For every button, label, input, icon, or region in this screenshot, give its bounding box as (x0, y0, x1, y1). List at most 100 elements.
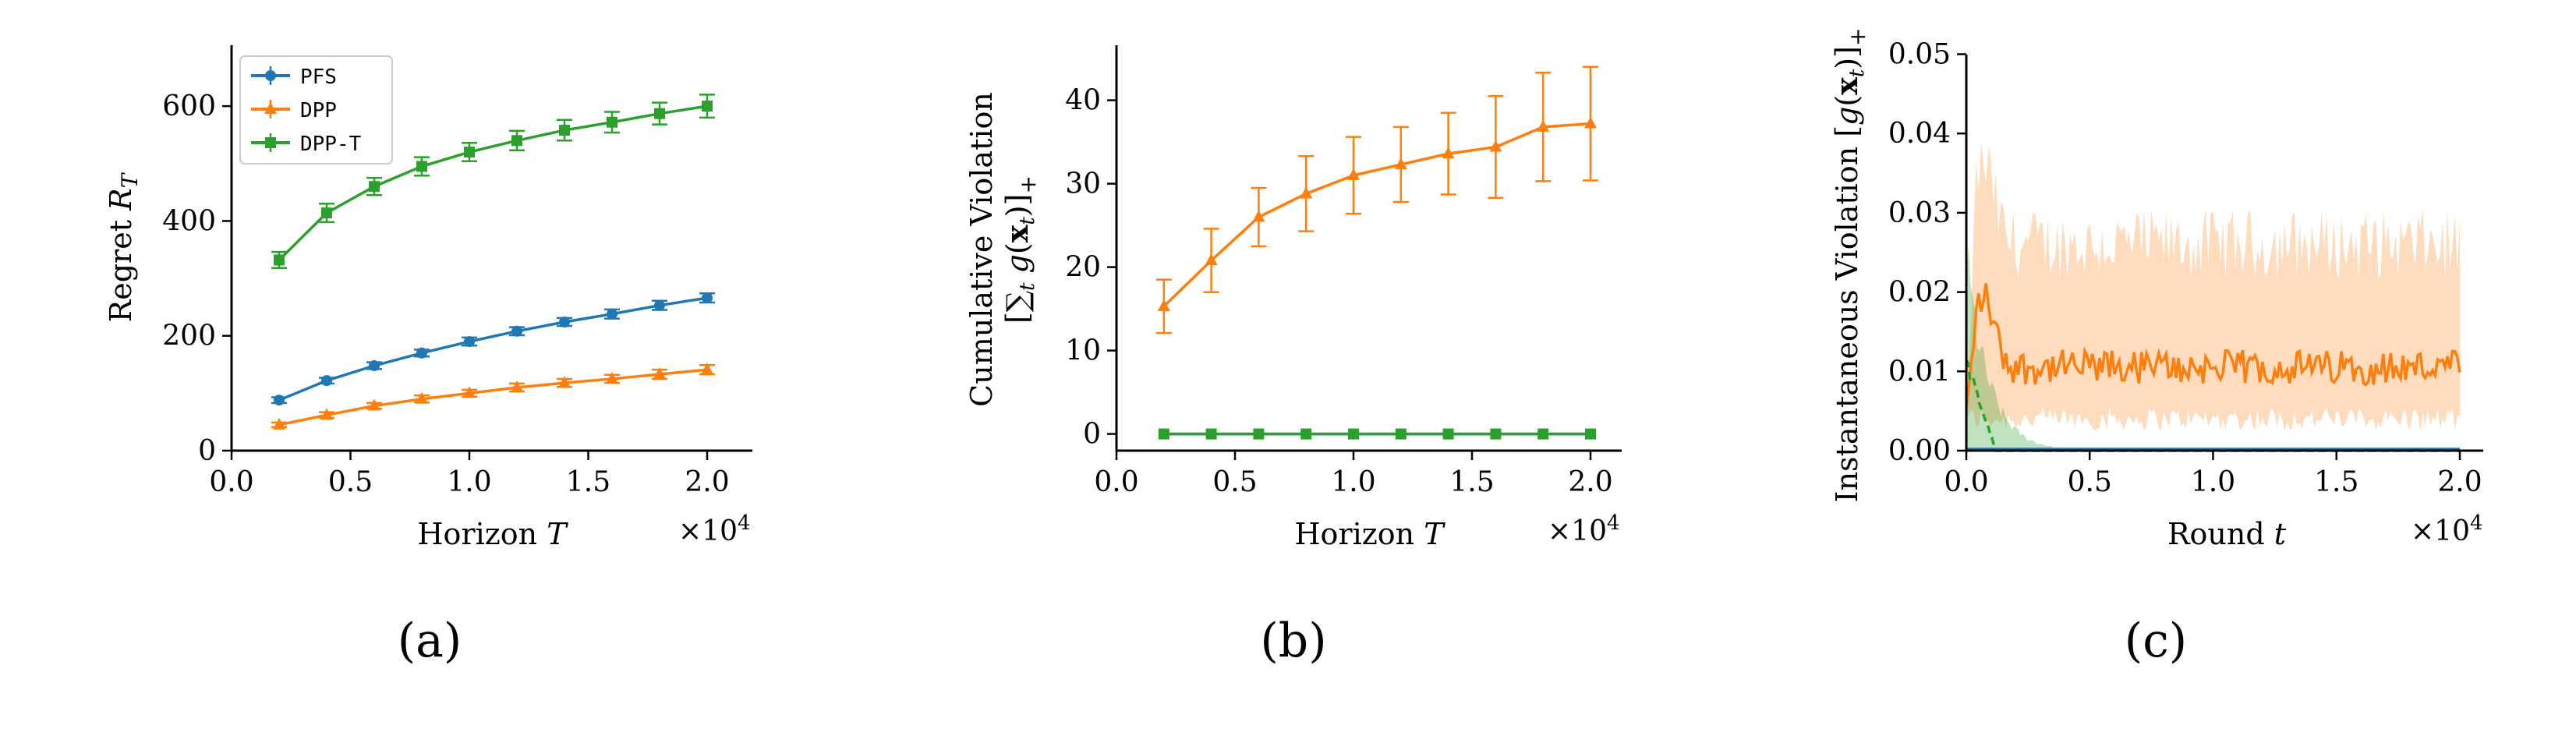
panel-a-xlabel: Horizon T (417, 517, 568, 551)
panel-b-dpp-t-point (1442, 428, 1454, 440)
legend-item-dpp: DPP (251, 99, 337, 122)
panel-a-pfs-line (278, 296, 708, 402)
panel-a-dpp-point (273, 417, 285, 430)
panel-b-dpp-t-point (1300, 428, 1312, 440)
legend-box (239, 55, 393, 165)
panel-a-caption: (a) (398, 614, 462, 668)
panel-b-ytick-label: 40 (1065, 85, 1101, 117)
panel-a-dpp-t-point (511, 135, 522, 147)
panel-b-dpp-point (1584, 116, 1597, 129)
panel-c-ytick-label: 0.01 (1888, 356, 1951, 387)
panel-a-x-ticks: 0.0 0.5 1.0 1.5 2.0 (209, 451, 730, 498)
panel-b-dpp-t-point (1253, 428, 1265, 440)
panel-c-x-ticks: 0.0 0.5 1.0 1.5 2.0 (1944, 451, 2482, 498)
panel-c: 0.0 0.5 1.0 1.5 2.0 0.00 0.01 0.02 0.03 0.04 0.05… (1829, 28, 2483, 668)
panel-b-dpp-t-point (1348, 428, 1359, 440)
panel-b-dpp-point (1205, 253, 1218, 266)
legend-label-dpp-t: DPP-T (300, 133, 362, 156)
panel-c-caption: (c) (2125, 614, 2187, 668)
panel-c-xtick-label: 1.0 (2191, 466, 2235, 498)
panel-b-dpp-t-point (1490, 428, 1502, 440)
panel-a-xtick-label: 1.5 (566, 466, 610, 498)
panel-a-pfs-point (416, 347, 427, 359)
panel-b-dpp-point (1442, 147, 1455, 159)
panel-b-ylabel-line2: [∑t g(xt)]+ (1000, 175, 1041, 324)
panel-a-pfs-point (654, 299, 665, 311)
panel-a-dpp-t-point (274, 254, 285, 266)
panel-c-xlabel: Round t (2167, 517, 2287, 551)
panel-c-ylabel: Instantaneous Violation [g(xt)]+ (1829, 28, 1870, 503)
panel-b-xtick-label: 0.5 (1212, 466, 1257, 498)
panel-a-dpp-t-point (321, 207, 332, 219)
panel-a-ytick-label: 200 (162, 320, 216, 352)
panel-c-xtick-label: 0.0 (1944, 466, 1988, 498)
panel-a-dpp-t-point (654, 108, 665, 119)
panel-a-dpp-point (606, 371, 618, 384)
panel-c-xtick-label: 1.5 (2314, 466, 2358, 498)
panel-a-dpp-point (463, 386, 476, 398)
panel-b-dpp-t-point (1158, 428, 1169, 440)
legend: PFS DPP DPP-T (239, 55, 393, 165)
panel-b-ytick-label: 10 (1065, 335, 1101, 367)
panel-c-ytick-label: 0.02 (1888, 277, 1951, 309)
panel-a-dpp-t-point (369, 181, 380, 193)
legend-label-pfs: PFS (300, 65, 337, 89)
panel-a-ytick-label: 0 (198, 435, 216, 467)
panel-b-xtick-label: 2.0 (1568, 466, 1612, 498)
panel-b-ytick-label: 20 (1065, 252, 1101, 284)
panel-a-dpp-t-point (464, 147, 475, 158)
panel-a-pfs-point (274, 395, 285, 406)
panel-c-dpp-t-band (1966, 246, 2053, 451)
panel-a-plot-area (271, 94, 715, 430)
panel-b: 0.0 0.5 1.0 1.5 2.0 0 10 20 30 40 ×104 Horizon T… (964, 45, 1622, 668)
panel-a-pfs-point (321, 375, 332, 387)
panel-b-x-ticks: 0.0 0.5 1.0 1.5 2.0 (1094, 451, 1613, 498)
panel-a-y-ticks: 0 200 400 600 (162, 90, 232, 467)
panel-b-xtick-label: 0.0 (1094, 466, 1138, 498)
panel-b-plot-area (1155, 65, 1598, 440)
panel-c-xtick-label: 0.5 (2068, 466, 2112, 498)
panel-b-xtick-label: 1.0 (1331, 466, 1375, 498)
panel-a-dpp-point (416, 391, 428, 404)
panel-b-caption: (b) (1260, 614, 1326, 668)
panel-c-ytick-label: 0.04 (1888, 118, 1951, 150)
panel-a-ytick-label: 400 (162, 205, 216, 237)
panel-b-dpp-point (1347, 168, 1360, 180)
panel-b-dpp-point (1252, 210, 1265, 222)
panel-b-xlabel: Horizon T (1294, 517, 1445, 551)
panel-c-xtick-label: 2.0 (2437, 466, 2482, 498)
panel-a-xtick-label: 0.5 (328, 466, 373, 498)
panel-c-dpp-band (1966, 140, 2460, 435)
panel-b-dpp-t-point (1585, 428, 1596, 440)
panel-a-ylabel: Regret RT (104, 172, 143, 322)
panel-a-dpp-t-point (559, 125, 570, 136)
legend-item-dpp-t: DPP-T (251, 133, 362, 156)
panel-a-dpp-t-point (702, 101, 713, 112)
panel-a-dpp-point (653, 367, 666, 380)
panel-c-plot-area (1965, 140, 2461, 452)
panel-a: 0.0 0.5 1.0 1.5 2.0 0 200 400 600 ×104 Horizon … (104, 45, 752, 668)
panel-b-dpp-t-point (1537, 428, 1549, 440)
panel-c-dpp-line (1965, 283, 2461, 409)
panel-b-dpp-point (1394, 157, 1407, 169)
panel-a-dpp-point (368, 398, 380, 411)
panel-a-x-multiplier: ×104 (678, 511, 751, 547)
panel-b-dpp-point (1537, 119, 1550, 132)
panel-a-xtick-label: 0.0 (209, 466, 253, 498)
panel-b-dpp-t-point (1395, 428, 1407, 440)
panel-b-x-multiplier: ×104 (1548, 511, 1620, 547)
panel-c-ytick-label: 0.03 (1888, 197, 1951, 229)
panel-a-dpp-t-line (278, 104, 708, 261)
legend-item-pfs: PFS (251, 65, 337, 89)
panel-b-dpp-point (1489, 140, 1502, 152)
panel-a-pfs-point (702, 292, 713, 304)
panel-b-ylabel-line1: Cumulative Violation (964, 92, 999, 407)
panel-b-ytick-label: 0 (1083, 419, 1101, 451)
panel-c-ytick-label: 0.00 (1888, 435, 1951, 467)
panel-c-y-ticks: 0.00 0.01 0.02 0.03 0.04 0.05 (1888, 39, 1966, 467)
panel-b-ytick-label: 30 (1065, 168, 1101, 200)
panel-a-dpp-point (701, 363, 713, 375)
panel-b-y-ticks: 0 10 20 30 40 (1065, 85, 1116, 451)
panel-a-ytick-label: 600 (162, 90, 216, 122)
